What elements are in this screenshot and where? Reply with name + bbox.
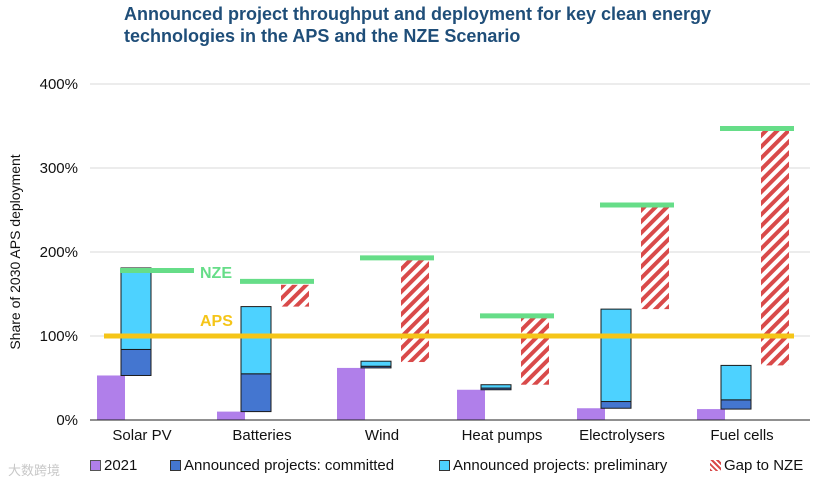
- category-labels: Solar PV Batteries Wind Heat pumps Electroly…: [112, 427, 773, 444]
- grid-lines: [90, 83, 810, 337]
- legend-item-preliminary: Announced projects: preliminary: [439, 457, 667, 474]
- legend-swatch-2021: [90, 460, 101, 471]
- level-markers: [104, 126, 794, 339]
- bar-2021-2: [337, 367, 365, 420]
- legend-swatch-committed: [170, 460, 181, 471]
- y-axis-label: Share of 2030 APS deployment: [7, 154, 23, 349]
- category-label-5: Fuel cells: [710, 427, 773, 444]
- chart-title-line-2: technologies in the APS and the NZE Scen…: [124, 26, 521, 46]
- bar-committed-0: [120, 348, 152, 376]
- watermark: 大数跨境: [8, 463, 61, 478]
- bar-2021-4: [577, 408, 605, 420]
- legend-label-preliminary: Announced projects: preliminary: [453, 457, 668, 474]
- bar-gap-1: [281, 284, 309, 307]
- category-label-0: Solar PV: [112, 427, 171, 444]
- legend-item-committed: Announced projects: committed: [170, 457, 394, 474]
- bar-preliminary-4: [600, 308, 632, 403]
- bar-2021-1: [217, 411, 245, 420]
- bar-gap-5: [761, 128, 789, 366]
- chart-title: Announced project throughput and deploym…: [124, 3, 824, 47]
- bar-preliminary-2: [360, 360, 392, 367]
- y-tick-label-4: 400%: [40, 76, 78, 93]
- bar-committed-1: [240, 373, 272, 413]
- legend: 2021 Announced projects: committed Annou…: [86, 457, 826, 477]
- bar-gap-3: [521, 315, 549, 385]
- legend-label-gap: Gap to NZE: [724, 457, 804, 474]
- bar-preliminary-1: [240, 306, 272, 375]
- bar-committed-5: [720, 399, 752, 410]
- chart-title-line-1: Announced project throughput and deploym…: [124, 4, 712, 24]
- bar-gap-2: [401, 258, 429, 363]
- y-tick-label-1: 100%: [40, 328, 78, 345]
- legend-label-committed: Announced projects: committed: [184, 457, 395, 474]
- bar-preliminary-3: [480, 384, 512, 389]
- bar-preliminary-5: [720, 364, 752, 401]
- category-label-4: Electrolysers: [579, 427, 665, 444]
- y-tick-label-0: 0%: [56, 412, 78, 429]
- legend-item-2021: 2021: [90, 457, 137, 474]
- category-label-1: Batteries: [232, 427, 291, 444]
- legend-swatch-preliminary: [439, 460, 450, 471]
- category-label-3: Heat pumps: [462, 427, 543, 444]
- bar-2021-5: [697, 409, 725, 420]
- y-tick-labels: 0% 100% 200% 300% 400%: [40, 76, 78, 429]
- bar-committed-4: [600, 401, 632, 409]
- legend-item-gap: Gap to NZE: [710, 457, 803, 474]
- category-label-2: Wind: [365, 427, 399, 444]
- bar-2021-3: [457, 389, 485, 420]
- y-tick-label-2: 200%: [40, 244, 78, 261]
- y-tick-label-3: 300%: [40, 160, 78, 177]
- bar-gap-4: [641, 204, 669, 310]
- legend-swatch-gap: [710, 460, 721, 471]
- legend-label-2021: 2021: [104, 457, 138, 474]
- aps-annotation: APS: [200, 313, 233, 330]
- nze-annotation: NZE: [200, 265, 232, 282]
- bar-2021-0: [97, 375, 125, 420]
